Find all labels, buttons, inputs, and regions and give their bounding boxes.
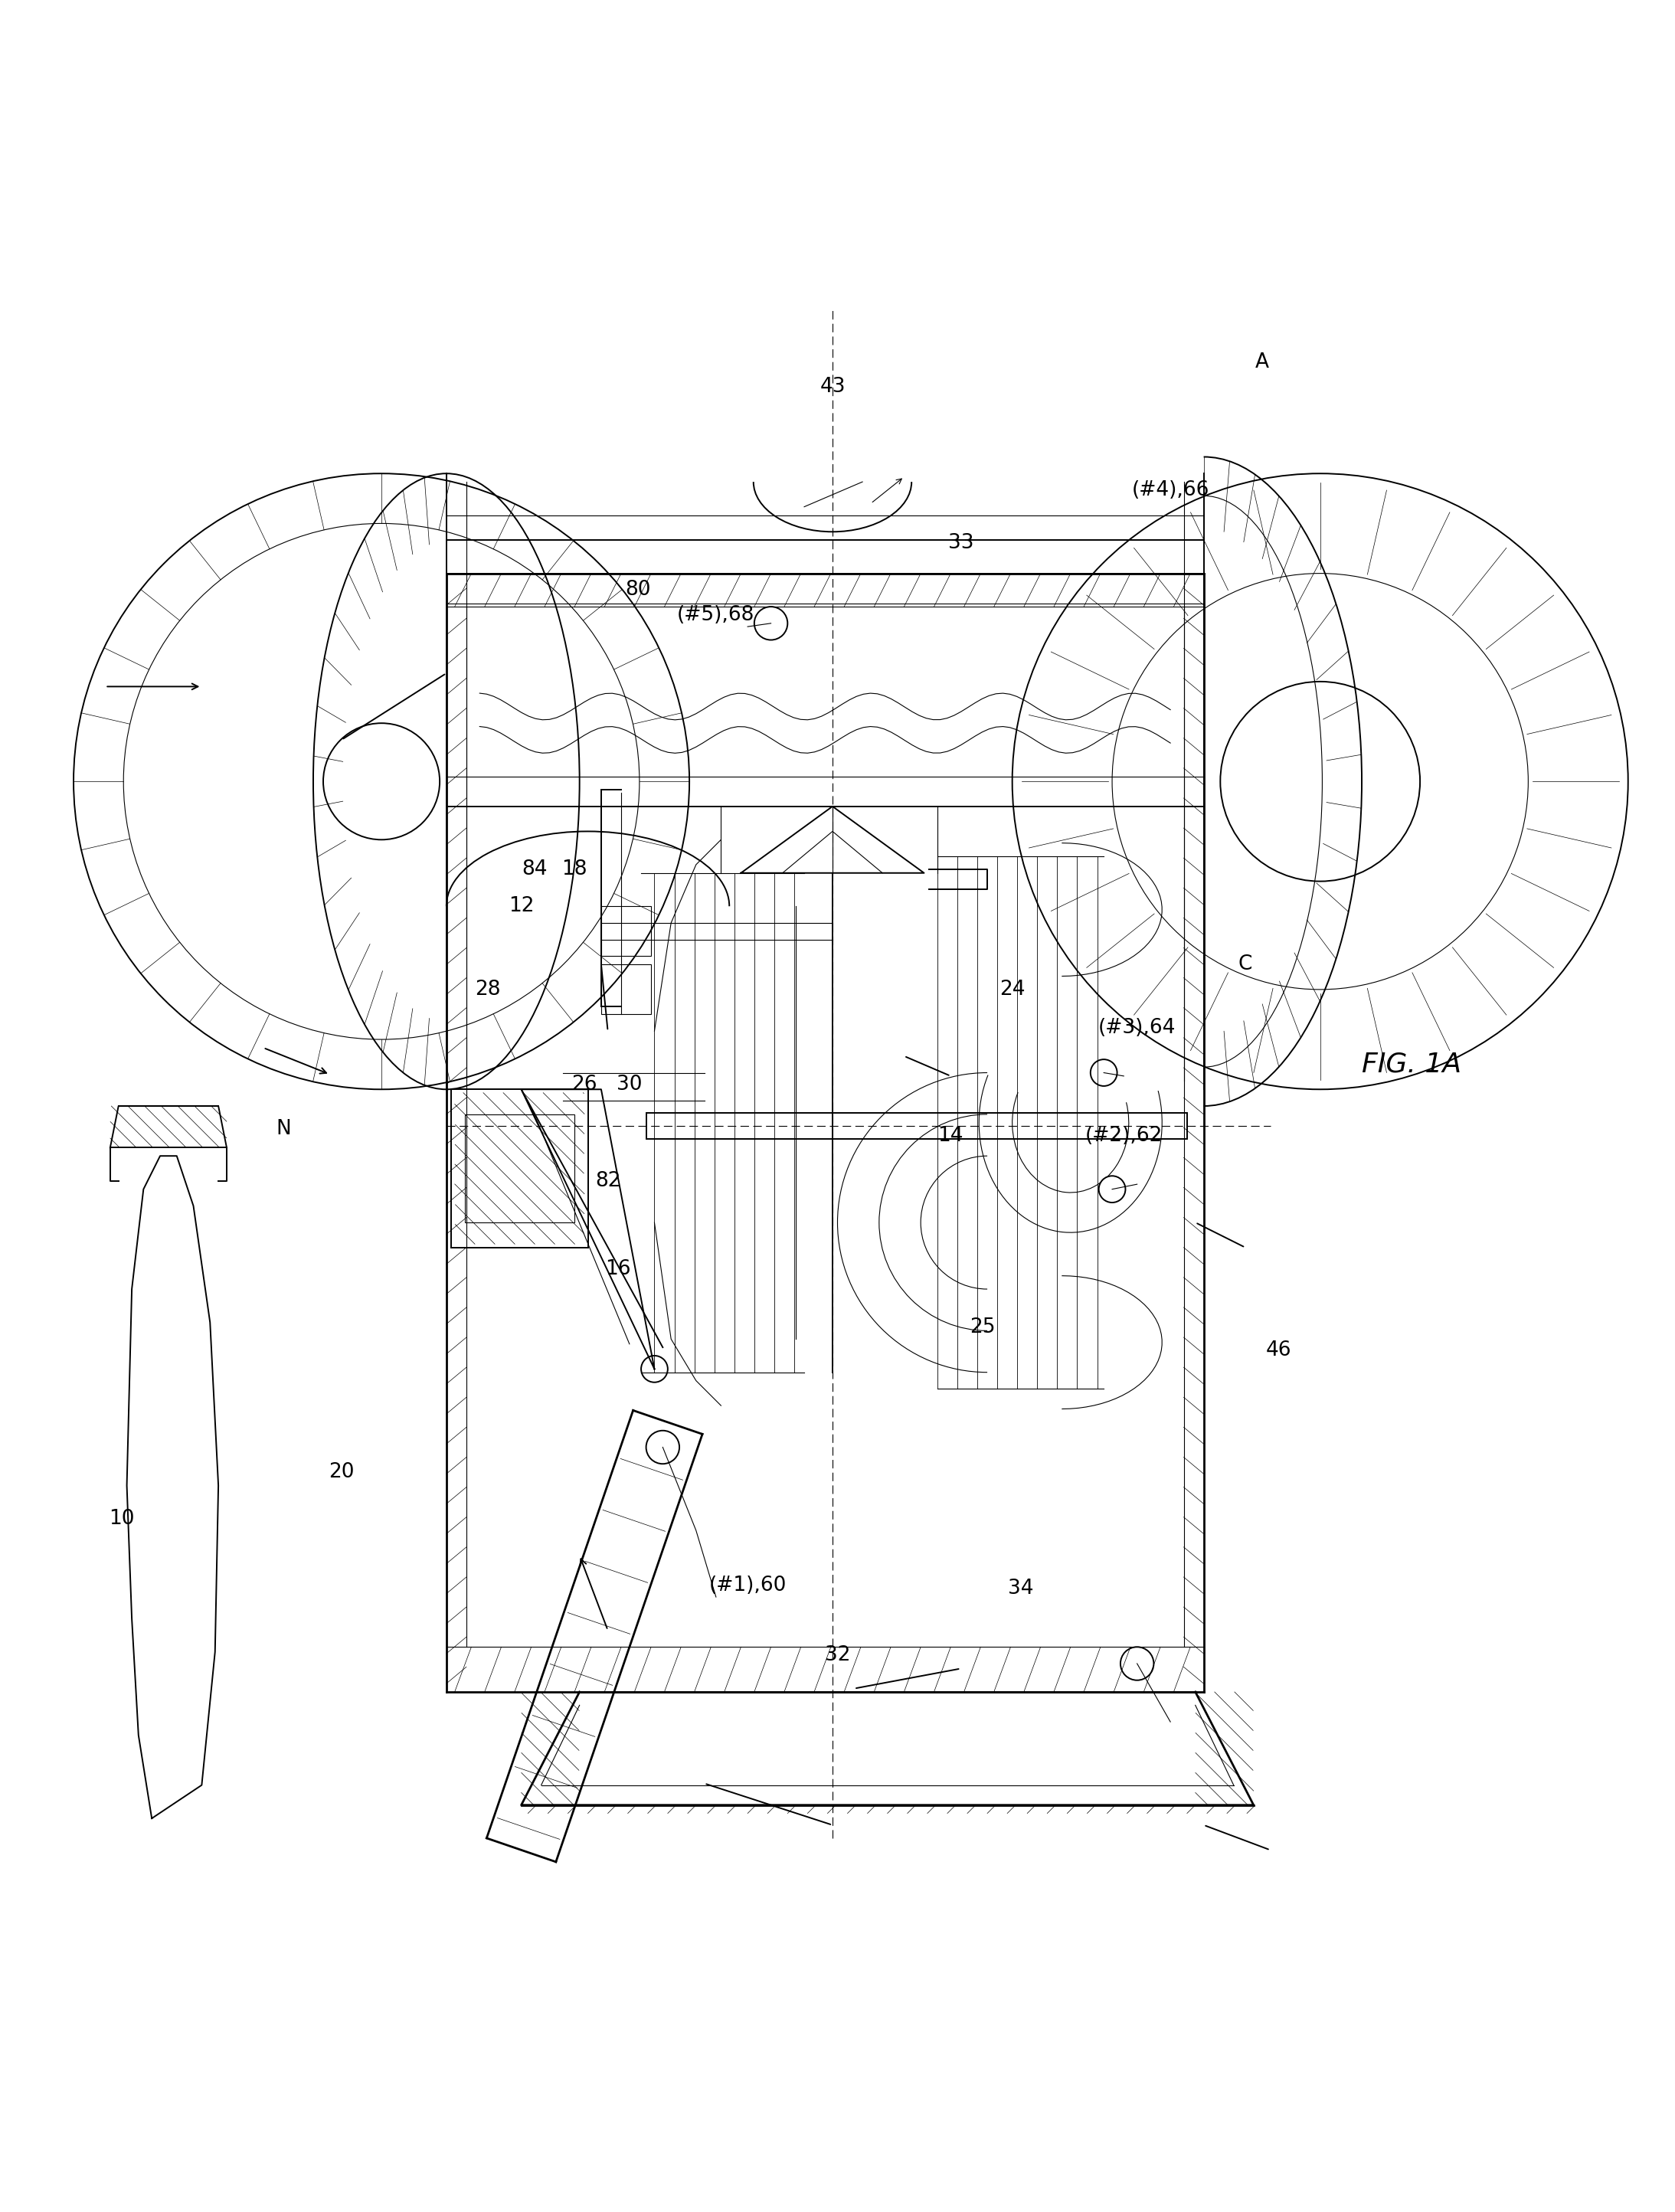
Circle shape: [647, 1431, 680, 1464]
Text: (#5),68: (#5),68: [677, 606, 755, 626]
Text: 43: 43: [819, 376, 846, 396]
Text: 46: 46: [1266, 1340, 1291, 1360]
Text: 32: 32: [824, 1646, 851, 1666]
Text: FIG. 1A: FIG. 1A: [1362, 1051, 1462, 1077]
Text: 14: 14: [938, 1126, 963, 1146]
Text: (#2),62: (#2),62: [1085, 1126, 1162, 1146]
Text: 26: 26: [571, 1075, 598, 1095]
Text: 82: 82: [595, 1170, 621, 1190]
Circle shape: [1121, 1648, 1154, 1681]
Text: 16: 16: [605, 1259, 630, 1279]
Text: (#3),64: (#3),64: [1099, 1018, 1176, 1037]
Text: 30: 30: [616, 1075, 642, 1095]
Text: 12: 12: [509, 896, 534, 916]
Text: 18: 18: [561, 860, 588, 880]
Text: 25: 25: [970, 1318, 995, 1338]
Bar: [647, 1113, 1188, 1139]
Bar: [464, 1115, 575, 1223]
Circle shape: [1099, 1177, 1126, 1203]
Text: 34: 34: [1008, 1579, 1033, 1599]
Text: 28: 28: [476, 980, 501, 1000]
Text: 10: 10: [109, 1509, 134, 1528]
Text: 24: 24: [1000, 980, 1025, 1000]
Circle shape: [1090, 1060, 1117, 1086]
Text: (#4),66: (#4),66: [1132, 480, 1209, 500]
Text: C: C: [1238, 956, 1253, 975]
Text: 33: 33: [948, 533, 973, 553]
Bar: [601, 964, 652, 1015]
Text: A: A: [1255, 352, 1268, 372]
Circle shape: [754, 606, 787, 639]
Bar: [451, 1088, 588, 1248]
Circle shape: [642, 1356, 668, 1382]
Text: (#1),60: (#1),60: [709, 1575, 787, 1595]
Text: N: N: [276, 1119, 291, 1139]
Text: 84: 84: [521, 860, 548, 880]
Bar: [601, 907, 652, 956]
Text: 80: 80: [625, 580, 650, 599]
Text: 20: 20: [328, 1462, 355, 1482]
